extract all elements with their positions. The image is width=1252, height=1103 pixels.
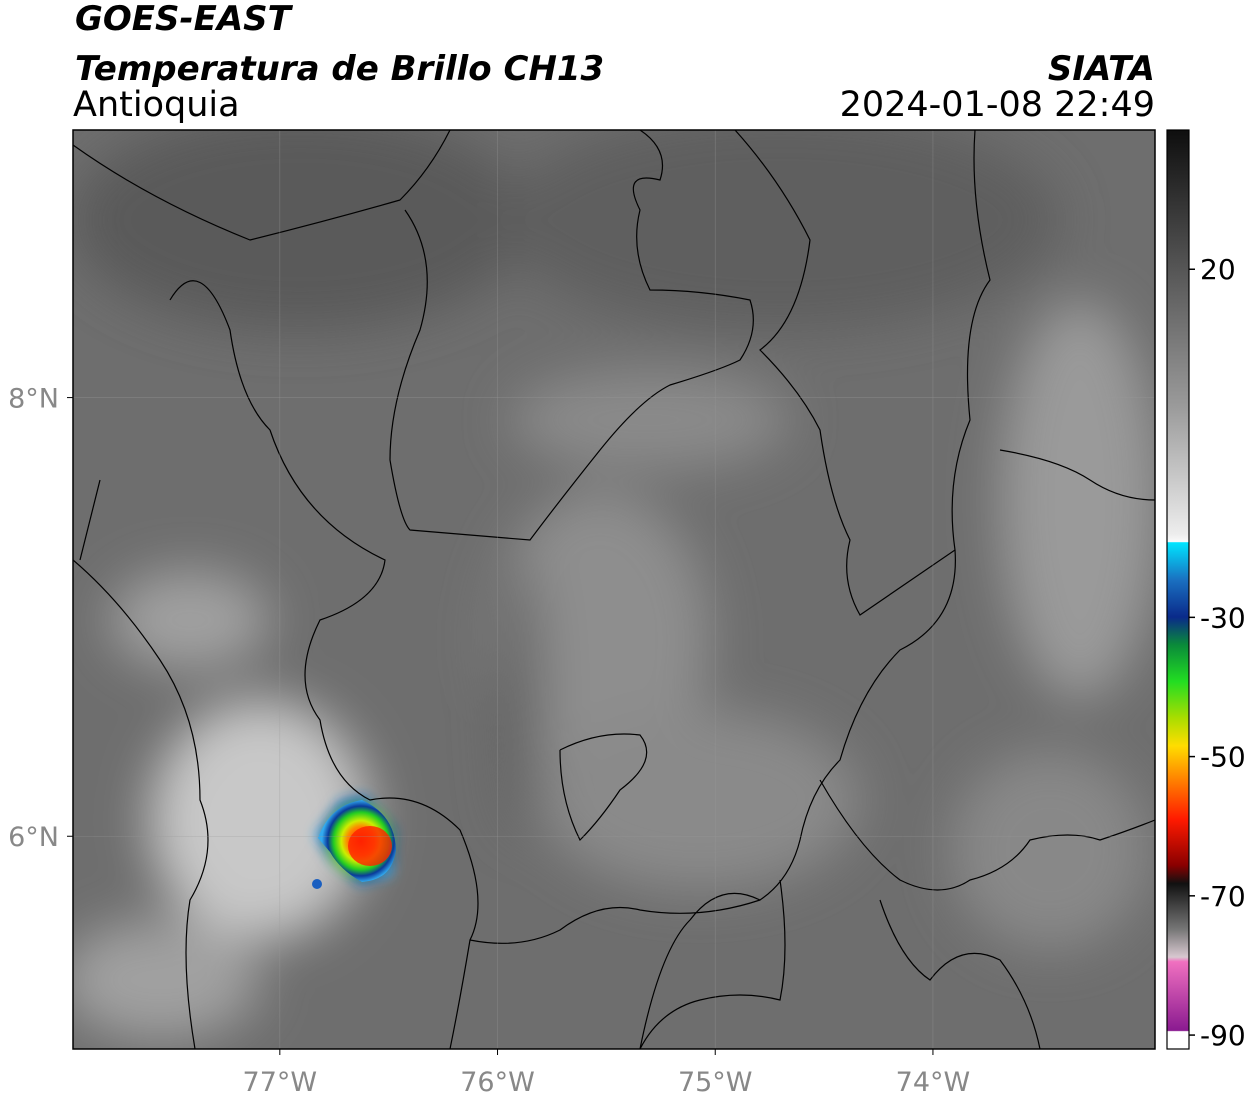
x-tick-label: 75°W <box>678 1067 753 1098</box>
x-tick-label: 77°W <box>243 1067 318 1098</box>
title: GOES-EAST <box>75 0 294 39</box>
colorbar <box>1166 129 1190 1050</box>
map-frame <box>72 129 1156 1050</box>
boundaries <box>73 130 1155 1049</box>
colorbar-tick-label: -70 <box>1200 880 1246 913</box>
colorbar-tick-label: -50 <box>1200 741 1246 774</box>
satellite-image <box>73 130 1155 1049</box>
y-tick-label: 6°N <box>8 822 59 853</box>
x-tick-label: 76°W <box>460 1067 535 1098</box>
colorbar-tick-label: -30 <box>1200 601 1246 634</box>
source: SIATA <box>1048 49 1155 89</box>
y-tick-label: 8°N <box>8 384 59 415</box>
datetime: 2024-01-08 22:49 <box>840 85 1155 125</box>
grid <box>73 130 1155 1049</box>
region: Antioquia <box>73 85 240 125</box>
colorbar-tick-label: 20 <box>1200 253 1236 286</box>
x-tick-label: 74°W <box>896 1067 971 1098</box>
subtitle: Temperatura de Brillo CH13 <box>75 49 604 89</box>
colorbar-tick-label: -90 <box>1200 1019 1246 1052</box>
